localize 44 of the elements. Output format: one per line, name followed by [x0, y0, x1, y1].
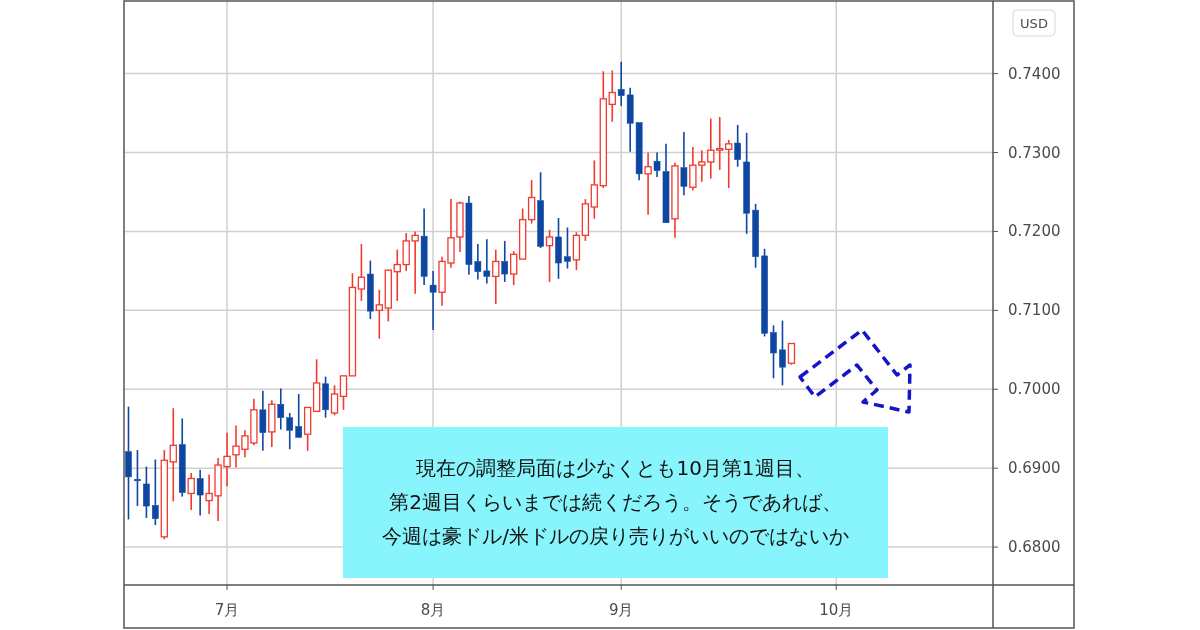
- candlestick: [429, 270, 437, 331]
- candlestick: [492, 248, 500, 305]
- annotation: 今週は豪ドル/米ドルの戻り売りがいいのではないか: [382, 524, 849, 548]
- candlestick: [510, 250, 518, 286]
- candlestick: [716, 116, 724, 171]
- candlestick: [501, 240, 509, 283]
- candlestick: [286, 412, 294, 451]
- x-tick-label: 8月: [420, 601, 446, 619]
- candlestick: [187, 472, 195, 511]
- y-tick-label: 0.7200: [1008, 222, 1061, 241]
- candlestick: [599, 70, 607, 189]
- candlestick: [725, 139, 733, 189]
- annotation: 現在の調整局面は少なくとも10月第1週目、: [416, 456, 815, 480]
- y-tick-label: 0.6900: [1008, 459, 1061, 478]
- candlestick: [653, 151, 661, 178]
- candlestick: [608, 69, 616, 123]
- y-tick-label: 0.7100: [1008, 301, 1061, 320]
- candlestick: [134, 449, 141, 507]
- candlestick: [277, 387, 285, 431]
- candlestick: [644, 151, 652, 216]
- y-tick-label: 0.7000: [1008, 380, 1061, 399]
- x-tick-label: 9月: [608, 601, 634, 619]
- text: USD: [1020, 16, 1048, 31]
- candlestick: [169, 407, 177, 503]
- y-tick-label: 0.7300: [1008, 143, 1061, 162]
- candlestick: [743, 131, 750, 235]
- candlestick: [384, 269, 392, 323]
- candlestick: [178, 417, 186, 498]
- candlestick: [295, 393, 302, 438]
- candlestick: [420, 207, 428, 286]
- candlestick: [662, 143, 670, 224]
- annotation: 第2週目くらいまでは続くだろう。そうであれば、: [389, 490, 842, 514]
- y-tick-label: 0.7400: [1008, 64, 1061, 83]
- candlestick: [312, 358, 321, 413]
- x-tick-label: 10月: [819, 601, 854, 619]
- candlestick: [779, 319, 786, 387]
- candlestick: [196, 468, 204, 517]
- candlestick: [393, 248, 401, 302]
- candlestick: [125, 405, 132, 521]
- candlestick: [259, 390, 267, 452]
- x-tick-label: 7月: [214, 601, 240, 619]
- candlestick: [680, 131, 688, 196]
- candlestick: [268, 399, 276, 448]
- y-tick-label: 0.6800: [1008, 538, 1061, 557]
